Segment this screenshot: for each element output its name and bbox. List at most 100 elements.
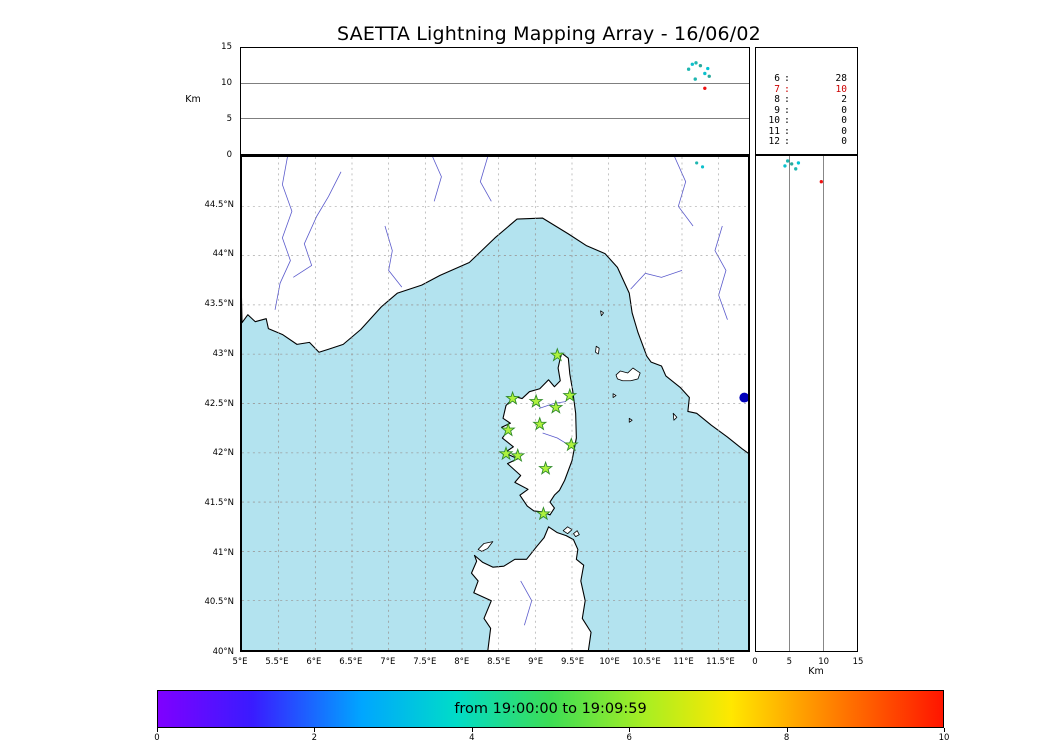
station-star-marker [528,393,544,408]
alt-tick-label: 10 [221,78,232,88]
longitude-tick-label: 8.5°E [487,657,511,667]
longitude-tick-label: 8°E [454,657,470,667]
small-island [612,393,617,398]
colorbar-tick-label: 4 [469,733,475,743]
rivers [274,157,728,626]
longitude-tick-label: 11°E [673,657,694,667]
lightning-source-dot [790,162,794,166]
alt-tick-label: 15 [852,657,864,667]
station-station: 10 [768,115,780,126]
longitude-tick-label: 6°E [306,657,322,667]
colorbar-tick-mark [471,728,473,732]
river [714,225,728,320]
small-island [672,412,678,421]
longitude-tick-label: 10°E [599,657,620,667]
river [293,171,342,278]
lightning-source-dot [785,159,790,163]
separator: : [784,94,790,105]
longitude-tick-label: 9.5°E [561,657,585,667]
longitude-tick-label: 5°E [232,657,248,667]
station-star-marker [535,506,551,521]
colorbar-tick-label: 6 [626,733,632,743]
latitude-tick-label: 41.5°N [204,497,234,508]
river [384,225,403,288]
latitude-tick-label: 42°N [212,448,234,459]
separator: : [784,83,790,95]
station-station: 8 [774,94,780,105]
colorbar-tick-mark [629,728,631,732]
small-island [595,345,600,355]
lightning-source-dot [690,62,695,66]
latitude-tick-label: 44.5°N [204,199,234,210]
longitude-tick-label: 11.5°E [706,657,735,667]
station-count: 10 [835,83,847,95]
separator: : [784,125,790,137]
station-count-row: 8: 2 [764,94,847,106]
altitude-latitude-panel [755,155,858,652]
lightning-source-dot [707,74,711,78]
lightning-source-dot [698,63,703,68]
river [432,157,442,202]
station-count-row: 9: 0 [764,104,847,117]
saetta-stations [498,347,579,521]
corsica-island [501,352,577,516]
lightning-source-dot [783,164,787,168]
lightning-source-dot [700,165,705,169]
colorbar-tick-mark [314,728,316,732]
map-panel [240,155,750,652]
colorbar-tick-label: 8 [783,733,790,743]
latitude-tick-label: 42.5°N [204,398,234,409]
station-count: 0 [841,115,847,126]
longitude-tick-label: 10.5°E [632,657,661,667]
time-colorbar: from 19:00:00 to 19:09:59 [157,690,944,728]
latitude-tick-label: 44°N [212,249,234,260]
altitude-latitude-plot [783,156,824,651]
longitude-tick-label: 5.5°E [265,657,289,667]
longitude-tick-label: 7.5°E [413,657,437,667]
altitude-axis-label-right: Km [808,666,824,677]
station-count-row: 11: 0 [764,125,847,138]
station-station: 11 [768,125,780,137]
station-station: 7 [774,83,780,95]
river [274,157,293,310]
mainland-coast [242,157,748,454]
latitude-tick-label: 43.5°N [204,299,234,310]
colorbar-tick-mark [944,728,945,732]
small-island [477,541,494,552]
lightning-source-dot [739,392,748,403]
page-title: SAETTA Lightning Mapping Array - 16/06/0… [337,23,761,45]
lightning-source-dot [819,180,823,184]
colorbar-tick-label: 0 [154,733,160,743]
colorbar-tick-mark [157,728,158,732]
latitude-tick-label: 40.5°N [204,597,234,608]
station-count: 28 [835,73,847,84]
river [630,270,683,290]
alt-tick-label: 0 [226,150,232,160]
station-count-row: 10: 0 [764,115,847,127]
separator: : [784,115,790,126]
small-island [615,367,641,382]
lightning-source-dot [694,61,698,65]
separator: : [784,136,790,147]
lightning-source-dot [703,86,707,90]
altitude-longitude-panel [240,47,750,155]
alt-tick-label: 15 [221,42,232,52]
lightning-source-dot [703,71,707,76]
map-gridlines-top [242,157,748,650]
station-star-marker [562,387,578,402]
longitude-tick-label: 7°E [380,657,396,667]
station-count-row: 7: 10 [764,83,847,96]
river [479,157,492,202]
station-star-marker [532,416,548,431]
station-star-marker [498,445,514,461]
lightning-source-dot [686,67,691,71]
longitude-tick-label: 6.5°E [339,657,363,667]
station-station: 12 [768,136,780,147]
station-star-marker [538,460,554,475]
station-stats-panel: 6:28 7:10 8:2 9:0 10:0 11:0 12:0 [755,47,858,155]
station-star-marker [510,447,526,463]
station-count: 2 [841,94,847,105]
lightning-source-dot [796,161,801,165]
separator: : [784,104,790,116]
alt-tick-label: 10 [818,657,830,667]
